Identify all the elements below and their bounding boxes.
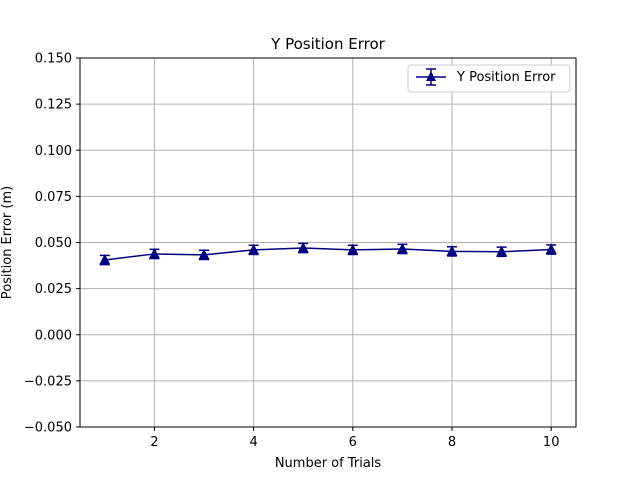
legend: Y Position Error (407, 64, 571, 93)
y-axis-label: Position Error (m) (0, 186, 15, 299)
x-tick-label: 4 (249, 435, 257, 450)
legend-label: Y Position Error (456, 70, 556, 85)
series-line (104, 247, 552, 261)
data-point-marker (99, 254, 111, 265)
y-tick-label: 0.025 (35, 282, 72, 297)
y-tick-label: −0.025 (24, 374, 72, 389)
y-tick-label: −0.050 (24, 421, 72, 436)
data-point-marker (297, 242, 309, 253)
y-tick-label: 0.150 (35, 52, 72, 67)
data-point-marker (248, 243, 260, 255)
x-tick-label: 6 (349, 435, 357, 450)
data-point-marker (446, 245, 458, 256)
y-tick-label: 0.125 (35, 98, 72, 113)
data-point-marker (347, 243, 359, 255)
data-point-marker (396, 242, 408, 254)
y-tick-label: 0.000 (35, 328, 72, 343)
y-tick-label: 0.075 (35, 190, 72, 205)
y-tick-label: 0.050 (35, 236, 72, 251)
data-point-marker (198, 248, 210, 260)
data-point-marker (496, 245, 508, 257)
x-tick-label: 2 (150, 435, 158, 450)
data-point-marker (545, 243, 557, 255)
x-axis-label: Number of Trials (275, 456, 382, 471)
chart-title: Y Position Error (270, 35, 385, 53)
x-tick-label: 8 (448, 435, 456, 450)
data-point-marker (148, 247, 160, 259)
legend-frame (407, 64, 571, 93)
y-tick-label: 0.100 (35, 144, 72, 159)
legend-marker-triangle (426, 71, 436, 81)
x-tick-label: 10 (543, 435, 560, 450)
plot-series (99, 242, 557, 266)
ticks: 2 4 6 8 10 −0.050 −0.025 0.000 0.025 0.050 0.075 0.… (24, 52, 560, 451)
